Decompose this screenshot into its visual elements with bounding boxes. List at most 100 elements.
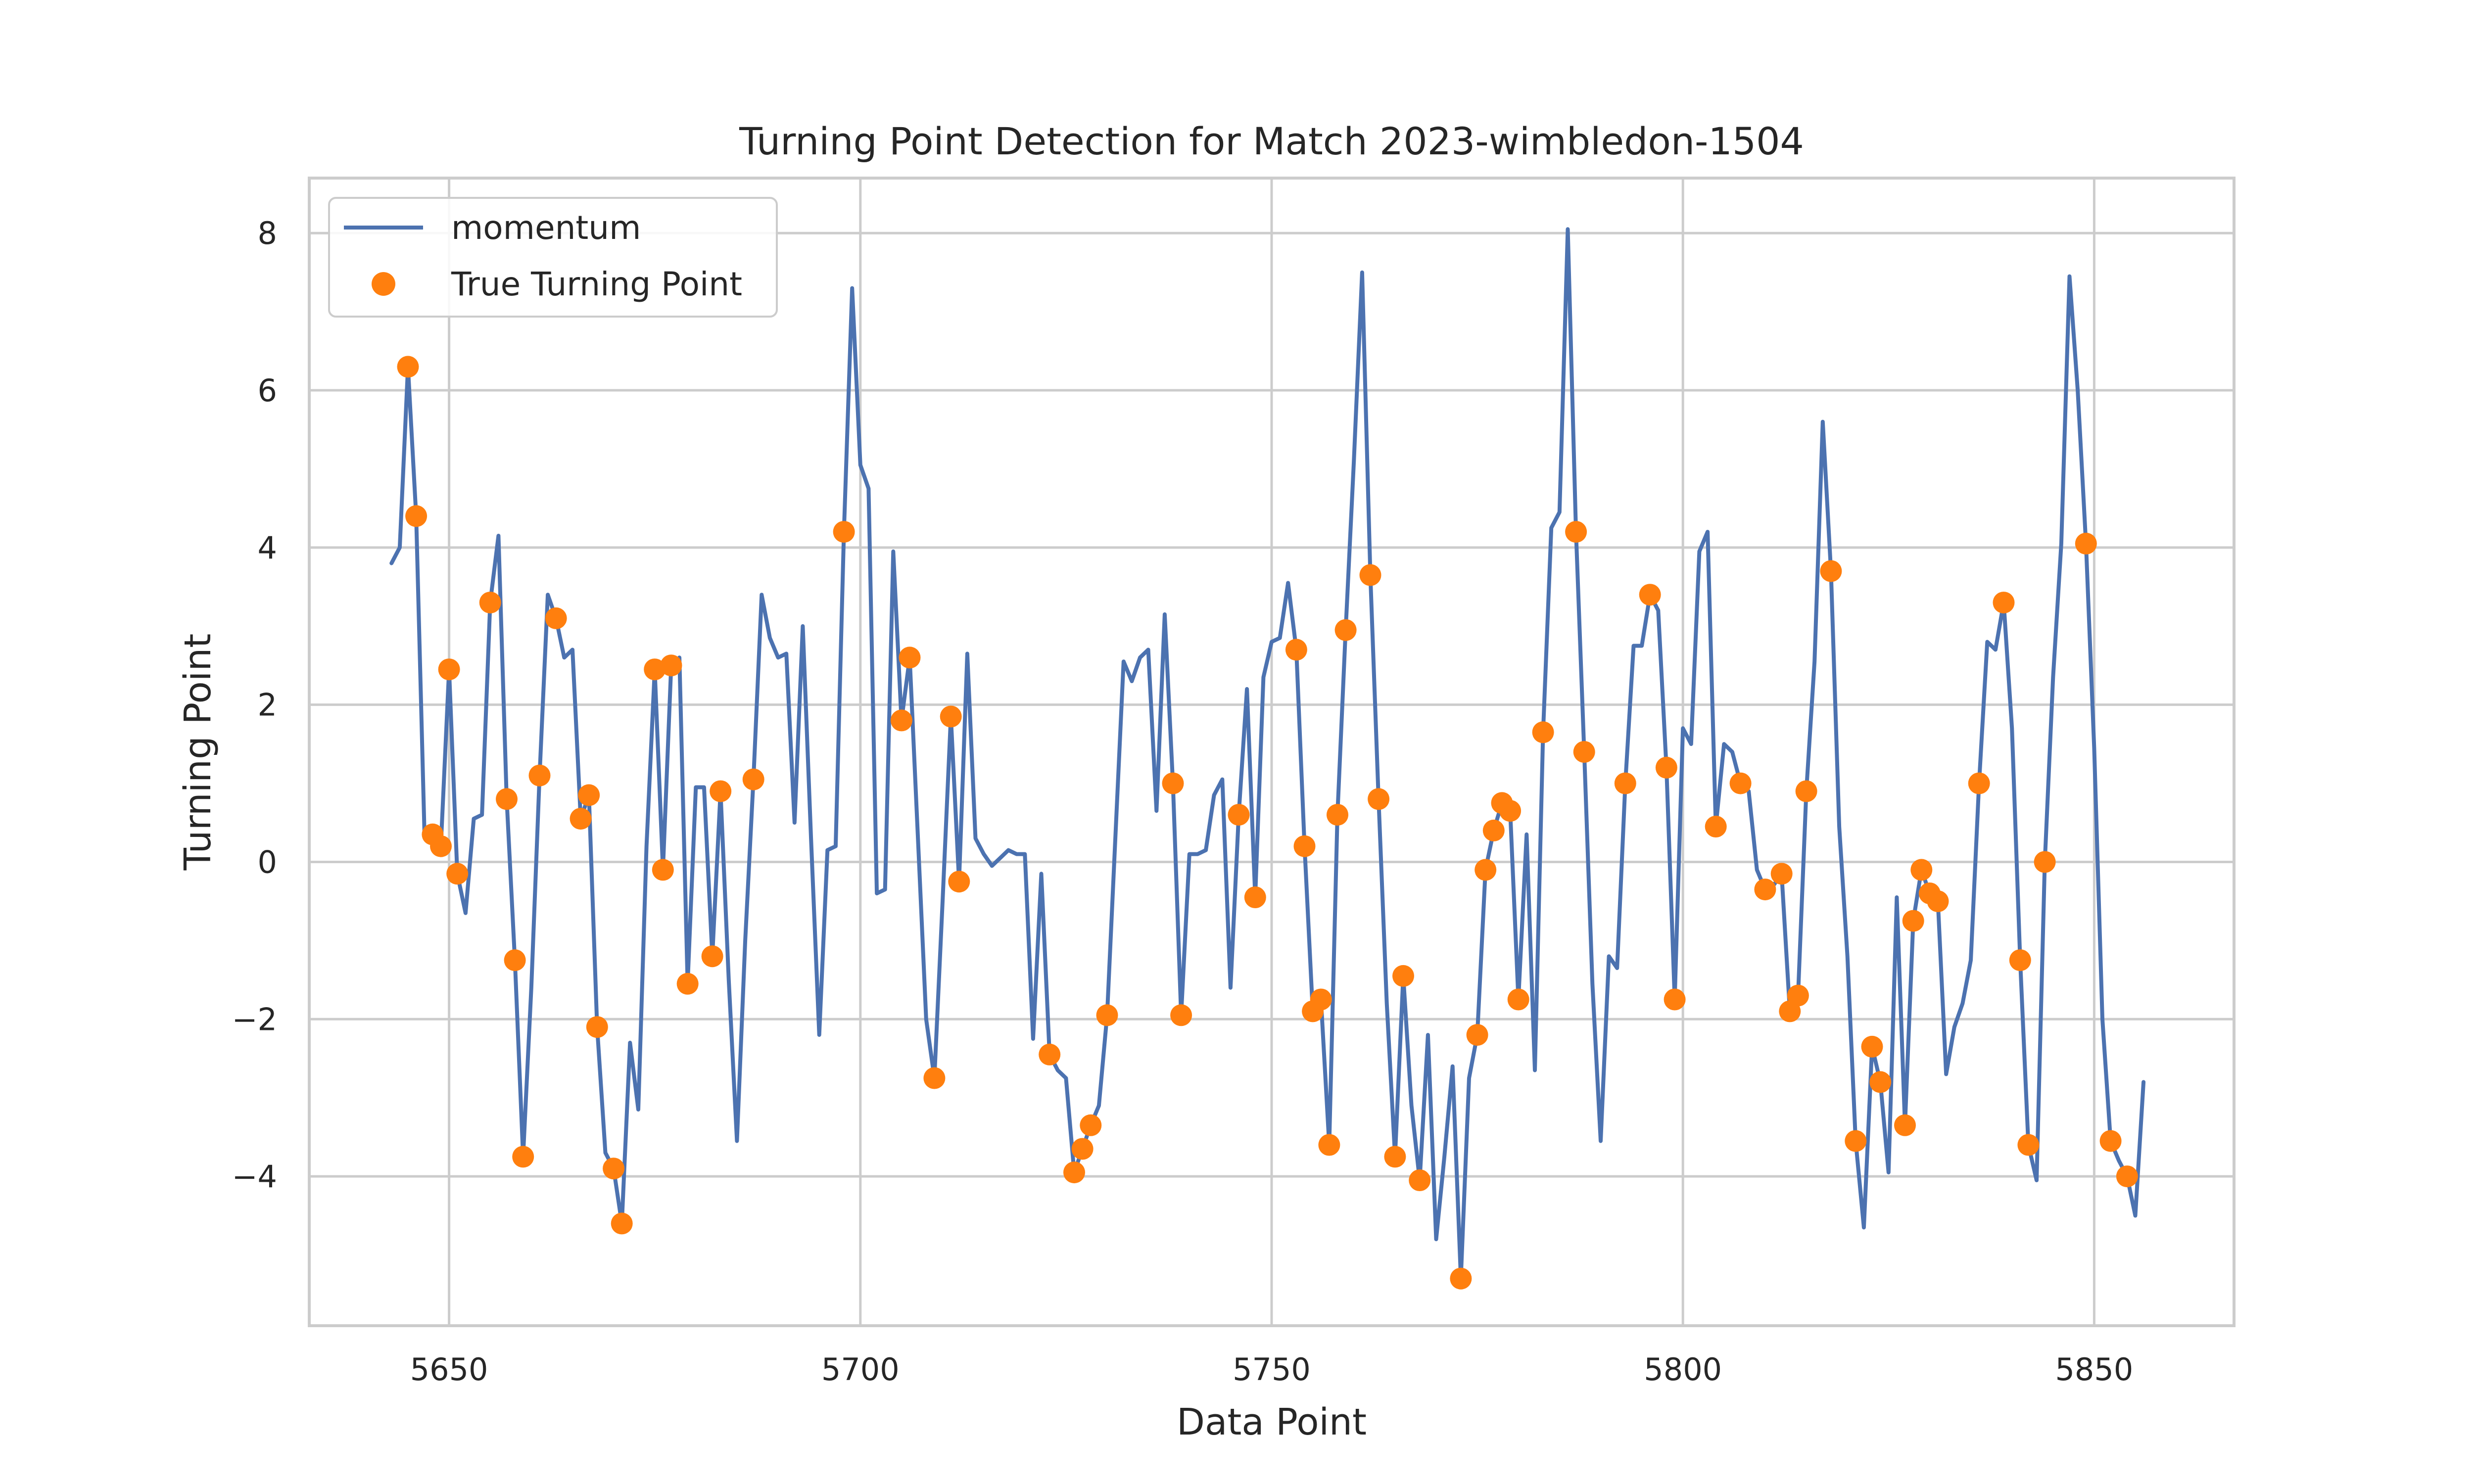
turning-point-marker [1368,788,1390,810]
turning-point-marker [1770,863,1793,885]
chart-title: Turning Point Detection for Match 2023-w… [739,119,1804,163]
turning-point-marker [1384,1146,1406,1168]
turning-point-marker [1080,1114,1102,1136]
y-tick-label: 4 [258,530,277,566]
turning-point-marker [1162,772,1184,794]
turning-point-marker [504,949,526,972]
turning-point-marker [948,871,970,893]
turning-point-marker [1228,804,1250,826]
turning-point-marker [1861,1035,1883,1058]
turning-point-marker [578,784,600,806]
turning-point-marker [1039,1043,1061,1066]
turning-point-marker [1327,804,1348,826]
turning-point-marker [1787,984,1809,1007]
turning-point-series [397,356,2138,1290]
x-tick-label: 5750 [1233,1351,1311,1388]
turning-point-marker [528,764,551,787]
y-tick-label: 2 [258,687,277,723]
x-axis-ticks: 5650 5700 5750 5800 5850 [410,1351,2134,1388]
turning-point-marker [1071,1138,1094,1160]
turning-point-marker [1705,816,1727,837]
turning-point-marker [1170,1004,1192,1026]
turning-point-marker [1910,859,1933,881]
x-axis-title: Data Point [1177,1401,1367,1443]
turning-point-marker [1359,564,1381,586]
turning-point-marker [1845,1130,1867,1152]
turning-point-marker [1409,1169,1431,1191]
grid-lines [309,178,2234,1326]
turning-point-marker [586,1016,608,1038]
turning-point-marker [397,356,419,378]
turning-point-marker [1655,756,1677,779]
turning-point-marker [742,768,764,790]
turning-point-marker [1096,1004,1118,1026]
turning-point-marker [1573,741,1595,763]
y-tick-label: −4 [232,1159,277,1195]
turning-point-marker [2116,1165,2138,1188]
y-tick-label: 6 [258,372,277,409]
turning-point-marker [545,607,567,629]
turning-point-marker [1565,521,1587,543]
turning-point-marker [1729,772,1752,794]
turning-point-marker [1482,819,1505,841]
turning-point-marker [676,973,699,995]
turning-point-marker [1795,780,1817,802]
plot-frame [308,177,2236,1327]
turning-point-marker [660,654,682,677]
turning-point-marker [1063,1161,1085,1184]
turning-point-marker [1507,988,1529,1011]
turning-point-marker [430,835,452,857]
turning-point-marker [833,521,855,543]
x-tick-label: 5650 [410,1351,488,1388]
y-tick-label: 8 [258,215,277,251]
turning-point-marker [611,1212,633,1235]
turning-point-marker [1334,619,1357,641]
turning-point-marker [2034,851,2056,873]
turning-point-marker [923,1067,946,1089]
turning-point-marker [446,863,469,885]
turning-point-marker [2017,1134,2040,1156]
turning-point-marker [1244,886,1266,908]
x-tick-label: 5800 [1644,1351,1722,1388]
turning-point-marker [644,658,666,681]
x-tick-label: 5700 [821,1351,900,1388]
turning-point-marker [710,780,732,802]
turning-point-marker [496,788,518,810]
turning-point-marker [1475,859,1497,881]
turning-point-marker [1285,639,1307,661]
turning-point-marker [2075,532,2097,555]
turning-point-marker [1869,1071,1892,1093]
turning-point-marker [1392,965,1414,987]
momentum-line [389,227,2146,1281]
y-axis-title: Turning Point [177,634,219,871]
turning-point-marker [1499,800,1522,822]
turning-point-marker [890,709,912,732]
y-tick-label: 0 [258,844,277,880]
legend-label-turning-point: True Turning Point [451,265,742,303]
turning-point-marker [1450,1267,1472,1290]
turning-point-marker [1902,910,1924,932]
turning-point-marker [438,658,460,681]
turning-point-marker [2099,1130,2122,1152]
turning-point-marker [479,592,501,614]
y-axis-ticks: −4 −2 0 2 4 6 8 [232,215,277,1195]
turning-point-marker [1664,988,1686,1011]
turning-point-marker [1466,1024,1488,1046]
turning-point-marker [1754,879,1776,901]
turning-point-marker [1968,772,1990,794]
turning-point-marker [2009,949,2031,972]
turning-point-marker [1993,592,2015,614]
momentum-series [389,227,2146,1281]
turning-point-marker [1927,890,1949,912]
x-tick-label: 5850 [2055,1351,2133,1388]
y-tick-label: −2 [232,1001,277,1037]
turning-point-marker [899,647,921,669]
turning-point-marker [603,1158,625,1180]
turning-point-marker [652,859,674,881]
legend-label-momentum: momentum [451,209,641,247]
turning-point-marker [1639,584,1661,606]
turning-point-marker [1532,721,1554,743]
turning-point-marker [1894,1114,1916,1136]
legend-box [328,197,778,318]
